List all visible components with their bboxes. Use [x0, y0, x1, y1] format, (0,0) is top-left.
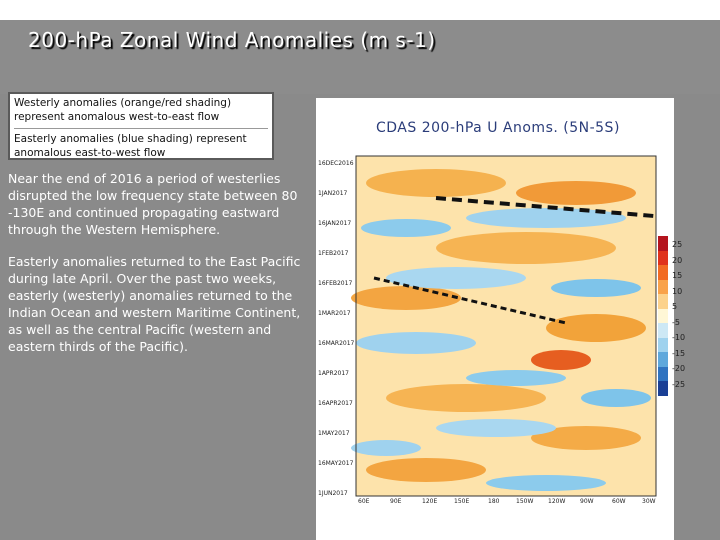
easterly-anomaly-shading [351, 208, 651, 491]
date-label: 1JUN2017 [318, 490, 348, 497]
lon-label: 180 [488, 498, 500, 505]
lon-label: 90W [580, 498, 594, 505]
legend-westerly: Westerly anomalies (orange/red shading) … [14, 96, 268, 129]
hovmoller-figure: CDAS 200-hPa U Anoms. (5N-5S) 16DEC2016 … [316, 98, 674, 540]
colorbar-label: -20 [672, 364, 686, 373]
date-label: 16FEB2017 [318, 280, 353, 287]
lon-label: 120W [548, 498, 566, 505]
westerly-anomaly-shading [351, 169, 646, 482]
title-band [0, 20, 720, 94]
date-label: 1APR2017 [318, 370, 349, 377]
colorbar-segment [658, 366, 668, 382]
date-label: 16MAY2017 [318, 460, 354, 467]
colorbar-segment [658, 250, 668, 266]
colorbar-label: 10 [672, 286, 683, 296]
figure-title: CDAS 200-hPa U Anoms. (5N-5S) [376, 120, 620, 136]
colorbar-segment [658, 265, 668, 281]
colorbar-segment [658, 236, 668, 252]
date-label: 1FEB2017 [318, 250, 349, 257]
colorbar [658, 236, 668, 397]
date-label: 1MAY2017 [318, 430, 350, 437]
colorbar-segment [658, 279, 668, 295]
slide-title: 200-hPa Zonal Wind Anomalies (m s-1) [28, 28, 436, 52]
colorbar-segment [658, 381, 668, 397]
lon-label: 60W [612, 498, 626, 505]
colorbar-segment [658, 337, 668, 353]
date-label: 16APR2017 [318, 400, 353, 407]
lon-label: 150W [516, 498, 534, 505]
date-label: 1MAR2017 [318, 310, 351, 317]
propagation-line-lower [373, 276, 567, 325]
colorbar-segment [658, 352, 668, 368]
colorbar-label: -15 [672, 348, 686, 358]
top-bar [0, 0, 720, 20]
date-label: 1JAN2017 [318, 190, 348, 197]
hovmoller-map [351, 155, 657, 497]
date-label: 16DEC2016 [318, 160, 354, 167]
colorbar-label: -10 [672, 333, 686, 342]
lon-label: 90E [390, 498, 402, 505]
date-label: 16MAR2017 [318, 340, 355, 347]
paragraph-westerlies: Near the end of 2016 a period of westerl… [8, 171, 298, 237]
legend-box: Westerly anomalies (orange/red shading) … [8, 92, 274, 160]
legend-easterly: Easterly anomalies (blue shading) repres… [14, 133, 247, 159]
paragraph-easterlies: Easterly anomalies returned to the East … [8, 254, 301, 354]
propagation-line-upper [435, 196, 655, 218]
plot-frame [355, 155, 657, 497]
colorbar-label: 5 [672, 302, 678, 311]
colorbar-label: -25 [672, 379, 686, 389]
colorbar-segment [658, 323, 668, 339]
colorbar-label: -5 [672, 317, 680, 327]
colorbar-label: 20 [672, 255, 683, 265]
colorbar-segment [658, 308, 668, 324]
colorbar-label: 15 [672, 271, 683, 280]
colorbar-segment [658, 294, 668, 310]
lon-label: 60E [358, 498, 370, 505]
colorbar-label: 25 [672, 240, 683, 249]
lon-label: 150E [454, 498, 470, 505]
lon-label: 30W [642, 498, 656, 505]
date-label: 16JAN2017 [318, 220, 352, 227]
lon-label: 120E [422, 498, 438, 505]
